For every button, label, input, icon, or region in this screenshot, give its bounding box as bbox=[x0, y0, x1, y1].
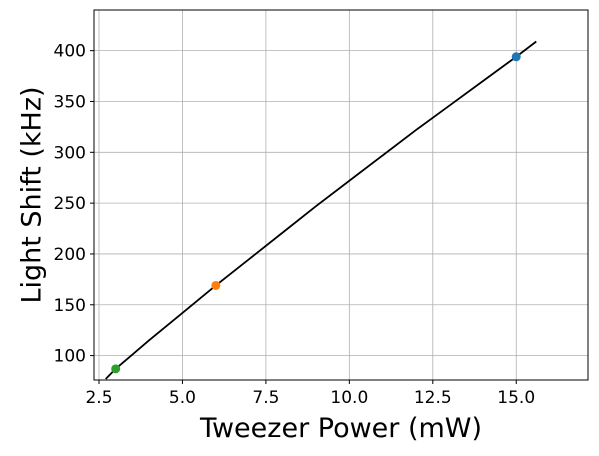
x-tick-label: 15.0 bbox=[497, 388, 535, 408]
data-point bbox=[511, 52, 521, 62]
x-tick-label: 5.0 bbox=[169, 388, 196, 408]
y-tick-label: 350 bbox=[54, 92, 86, 112]
y-tick-label: 100 bbox=[54, 347, 86, 367]
x-tick-label: 10.0 bbox=[330, 388, 368, 408]
fit-line bbox=[105, 40, 537, 380]
x-axis-ticks: 2.5 5.0 7.5 10.0 12.5 15.0 bbox=[85, 380, 535, 408]
x-tick-label: 7.5 bbox=[252, 388, 279, 408]
x-tick-label: 12.5 bbox=[414, 388, 452, 408]
data-point bbox=[111, 364, 121, 374]
data-points bbox=[111, 52, 521, 374]
x-axis-label: Tweezer Power (mW) bbox=[199, 413, 482, 444]
y-tick-label: 300 bbox=[54, 143, 86, 163]
y-axis-ticks: 100 150 200 250 300 350 400 bbox=[54, 42, 94, 367]
y-tick-label: 250 bbox=[54, 194, 86, 214]
fit-line-layer bbox=[105, 40, 537, 380]
grid bbox=[94, 10, 588, 380]
y-tick-label: 400 bbox=[54, 42, 86, 62]
data-point bbox=[211, 280, 221, 290]
y-axis-label: Light Shift (kHz) bbox=[17, 86, 48, 303]
y-tick-label: 200 bbox=[54, 245, 86, 265]
y-tick-label: 150 bbox=[54, 296, 86, 316]
plot-area-frame bbox=[93, 9, 589, 381]
x-tick-label: 2.5 bbox=[85, 388, 112, 408]
